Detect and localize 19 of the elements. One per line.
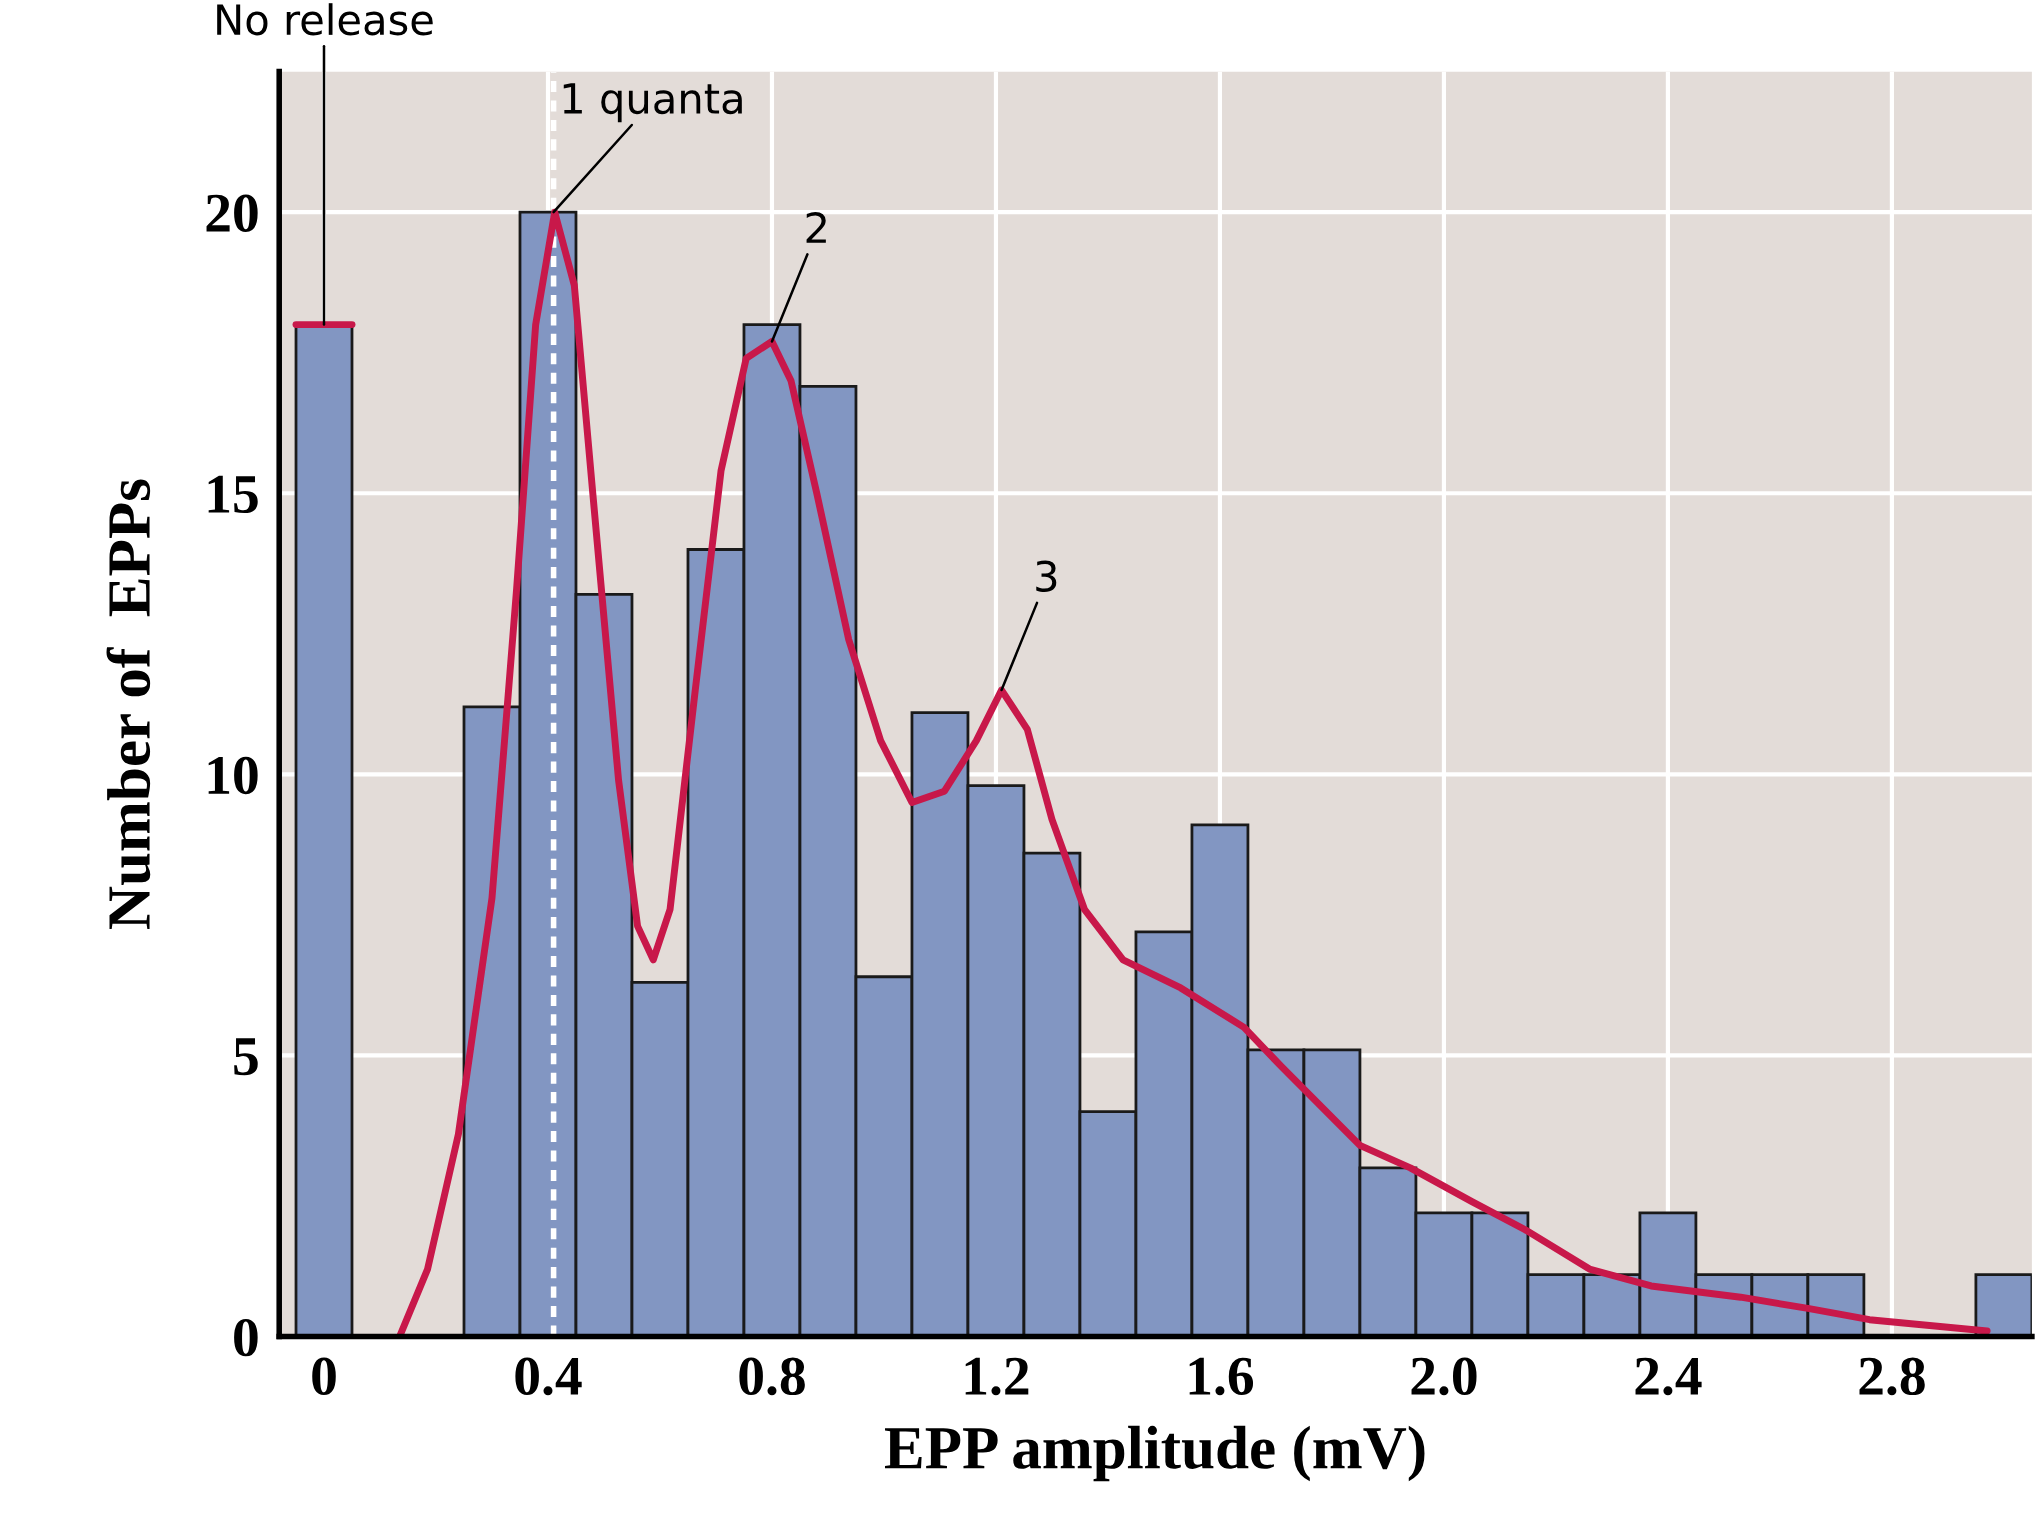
x-axis-title: EPP amplitude (mV) [885,1425,1425,1482]
y-tick-label: 10 [208,756,258,795]
y-axis-title: Number of EPPs [106,479,151,929]
annotation: 3 [1036,560,1057,593]
x-tick-label: 1.6 [1189,1357,1254,1396]
y-tick-label: 20 [206,194,258,232]
annotation: 2 [806,211,826,243]
y-tick-label: 5 [234,1038,258,1076]
x-tick-label: 0 [312,1357,336,1396]
y-tick-label: 0 [234,1318,258,1357]
annotation: 1 quanta [563,83,742,123]
x-tick-label: 1.2 [965,1357,1029,1396]
y-tick-label: 15 [208,475,258,514]
x-tick-label: 2.4 [1635,1357,1702,1396]
x-tick-label: 2.0 [1411,1357,1477,1396]
annotation: No release [217,3,433,36]
x-tick-label: 0.4 [515,1357,582,1396]
x-tick-label: 2.8 [1859,1357,1925,1396]
x-tick-label: 0.8 [739,1357,805,1396]
